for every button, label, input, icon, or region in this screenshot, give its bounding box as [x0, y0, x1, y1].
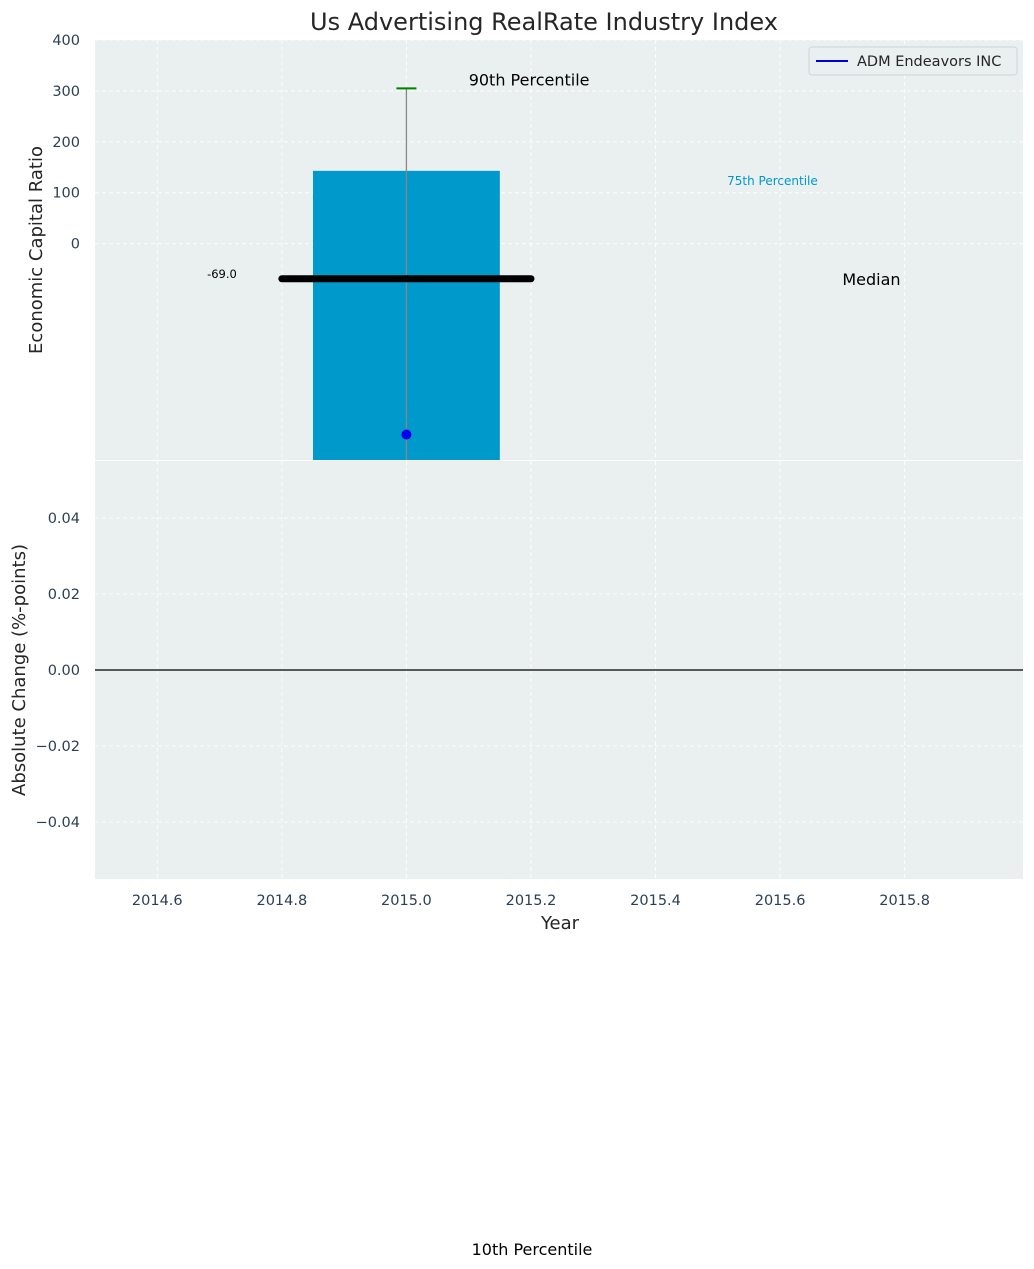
- annotation-median: Median: [842, 270, 900, 289]
- legend: ADM Endeavors INC: [808, 46, 1018, 76]
- top-y-tick-label: 400: [52, 33, 80, 49]
- top-panel-y-ticks: 0 100 200 300 400: [52, 33, 80, 253]
- bottom-y-tick-label: 0.02: [48, 587, 80, 603]
- x-tick-label: 2014.8: [256, 893, 307, 909]
- legend-entry-label: ADM Endeavors INC: [857, 54, 1001, 70]
- top-y-axis-label: Economic Capital Ratio: [26, 146, 47, 354]
- top-panel-marks: [278, 87, 535, 460]
- annotation-75th-percentile: 75th Percentile: [727, 174, 818, 188]
- bottom-y-axis-label: Absolute Change (%-points): [9, 544, 30, 796]
- x-axis-label: Year: [540, 913, 580, 934]
- bottom-y-tick-label: −0.04: [36, 815, 80, 831]
- x-tick-label: 2014.6: [132, 893, 183, 909]
- bottom-panel-y-ticks: 0.04 0.02 0.00 −0.02 −0.04: [36, 511, 80, 831]
- median-value-label: -69.0: [207, 267, 237, 281]
- top-y-tick-label: 200: [52, 135, 80, 151]
- x-tick-label: 2015.2: [506, 893, 557, 909]
- top-y-tick-label: 300: [52, 84, 80, 100]
- bottom-panel: 0.04 0.02 0.00 −0.02 −0.04 2014.6 2014.8 2015.…: [9, 461, 1023, 934]
- chart-title: Us Advertising RealRate Industry Index: [310, 8, 778, 36]
- top-panel: 0 100 200 300 400 Economic Capital Ratio ADM…: [26, 33, 1023, 460]
- top-y-tick-label: 0: [71, 237, 80, 253]
- bottom-y-tick-label: 0.00: [48, 663, 80, 679]
- bottom-y-tick-label: 0.04: [48, 511, 80, 527]
- bottom-panel-x-ticks: 2014.6 2014.8 2015.0 2015.2 2015.4 2015.6 2015…: [132, 893, 930, 909]
- company-data-point: [401, 429, 412, 440]
- bottom-y-tick-label: −0.02: [36, 739, 80, 755]
- x-tick-label: 2015.8: [879, 893, 930, 909]
- top-panel-grid: [95, 39, 1023, 460]
- legend-box: [808, 46, 1018, 76]
- top-panel-background: [95, 40, 1023, 460]
- annotation-90th-percentile: 90th Percentile: [469, 71, 590, 90]
- top-y-tick-label: 100: [52, 186, 80, 202]
- x-tick-label: 2015.6: [755, 893, 806, 909]
- x-tick-label: 2015.4: [630, 893, 681, 909]
- x-tick-label: 2015.0: [381, 893, 432, 909]
- annotation-10th-percentile: 10th Percentile: [472, 1240, 593, 1259]
